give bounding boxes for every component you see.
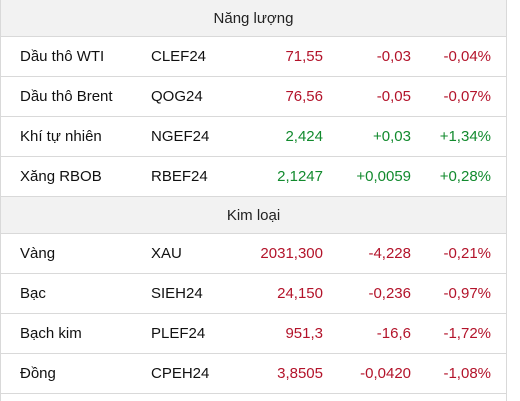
commodity-symbol: QOG24 (151, 88, 203, 105)
commodity-name: Bạch kim (20, 325, 82, 342)
commodity-price: 76,56 (285, 88, 323, 105)
commodity-symbol: PLEF24 (151, 325, 206, 342)
percent-change: -0,04% (443, 48, 491, 65)
commodity-symbol: CPEH24 (151, 365, 210, 382)
percent-change: -0,97% (443, 285, 491, 302)
percent-change: -1,08% (443, 365, 491, 382)
table-row: Xăng RBOB RBEF24 2,1247 +0,0059 +0,28% (1, 157, 506, 197)
section-header-energy: Năng lượng (1, 0, 506, 37)
commodity-price: 2031,300 (260, 245, 323, 262)
commodity-symbol: CLEF24 (151, 48, 207, 65)
price-change: +0,03 (373, 128, 411, 145)
commodity-name: Đồng (20, 365, 56, 382)
commodity-symbol: SIEH24 (151, 285, 203, 302)
commodity-price: 3,8505 (277, 365, 323, 382)
price-change: -0,236 (368, 285, 411, 302)
price-change: -0,03 (376, 48, 411, 65)
commodity-price: 24,150 (277, 285, 323, 302)
table-row: Dầu thô Brent QOG24 76,56 -0,05 -0,07% (1, 77, 506, 117)
table-row: Vàng XAU 2031,300 -4,228 -0,21% (1, 234, 506, 274)
percent-change: +1,34% (439, 128, 491, 145)
commodity-name: Dầu thô WTI (20, 48, 105, 65)
commodity-symbol: RBEF24 (151, 168, 208, 185)
commodity-name: Vàng (20, 245, 56, 262)
commodity-name: Bạc (20, 285, 46, 302)
price-change: -0,0420 (360, 365, 411, 382)
price-change: +0,0059 (356, 168, 411, 185)
percent-change: -1,72% (443, 325, 491, 342)
percent-change: +0,28% (439, 168, 491, 185)
table-row: Đồng CPEH24 3,8505 -0,0420 -1,08% (1, 354, 506, 394)
price-change: -16,6 (376, 325, 411, 342)
price-change: -4,228 (368, 245, 411, 262)
commodity-name: Dầu thô Brent (20, 88, 113, 105)
section-header-metals: Kim loại (1, 197, 506, 234)
commodity-price: 2,424 (285, 128, 323, 145)
commodity-symbol: NGEF24 (151, 128, 210, 145)
commodity-price: 951,3 (285, 325, 323, 342)
commodity-name: Khí tự nhiên (20, 128, 102, 145)
table-row: Dầu thô WTI CLEF24 71,55 -0,03 -0,04% (1, 37, 506, 77)
percent-change: -0,07% (443, 88, 491, 105)
commodity-price-table: Năng lượng Dầu thô WTI CLEF24 71,55 -0,0… (0, 0, 507, 401)
commodity-symbol: XAU (151, 245, 182, 262)
table-row: Bạch kim PLEF24 951,3 -16,6 -1,72% (1, 314, 506, 354)
commodity-price: 71,55 (285, 48, 323, 65)
commodity-name: Xăng RBOB (20, 168, 102, 185)
table-row: Khí tự nhiên NGEF24 2,424 +0,03 +1,34% (1, 117, 506, 157)
table-row: Bạc SIEH24 24,150 -0,236 -0,97% (1, 274, 506, 314)
price-change: -0,05 (376, 88, 411, 105)
commodity-price: 2,1247 (277, 168, 323, 185)
percent-change: -0,21% (443, 245, 491, 262)
